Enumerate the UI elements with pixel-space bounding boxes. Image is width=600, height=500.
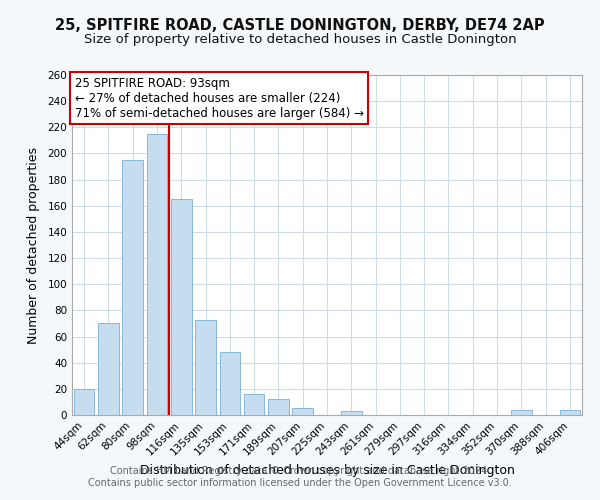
Bar [171, 199, 191, 415]
Bar [268, 400, 289, 415]
Bar [511, 410, 532, 415]
Text: Size of property relative to detached houses in Castle Donington: Size of property relative to detached ho… [83, 32, 517, 46]
Bar [292, 408, 313, 415]
Text: Contains HM Land Registry data © Crown copyright and database right 2024.
Contai: Contains HM Land Registry data © Crown c… [88, 466, 512, 487]
X-axis label: Distribution of detached houses by size in Castle Donington: Distribution of detached houses by size … [140, 464, 514, 476]
Bar [195, 320, 216, 415]
Bar [560, 410, 580, 415]
Text: 25 SPITFIRE ROAD: 93sqm
← 27% of detached houses are smaller (224)
71% of semi-d: 25 SPITFIRE ROAD: 93sqm ← 27% of detache… [74, 76, 364, 120]
Bar [122, 160, 143, 415]
Bar [98, 324, 119, 415]
Bar [146, 134, 167, 415]
Bar [244, 394, 265, 415]
Bar [220, 352, 240, 415]
Bar [341, 411, 362, 415]
Bar [74, 389, 94, 415]
Y-axis label: Number of detached properties: Number of detached properties [28, 146, 40, 344]
Text: 25, SPITFIRE ROAD, CASTLE DONINGTON, DERBY, DE74 2AP: 25, SPITFIRE ROAD, CASTLE DONINGTON, DER… [55, 18, 545, 32]
